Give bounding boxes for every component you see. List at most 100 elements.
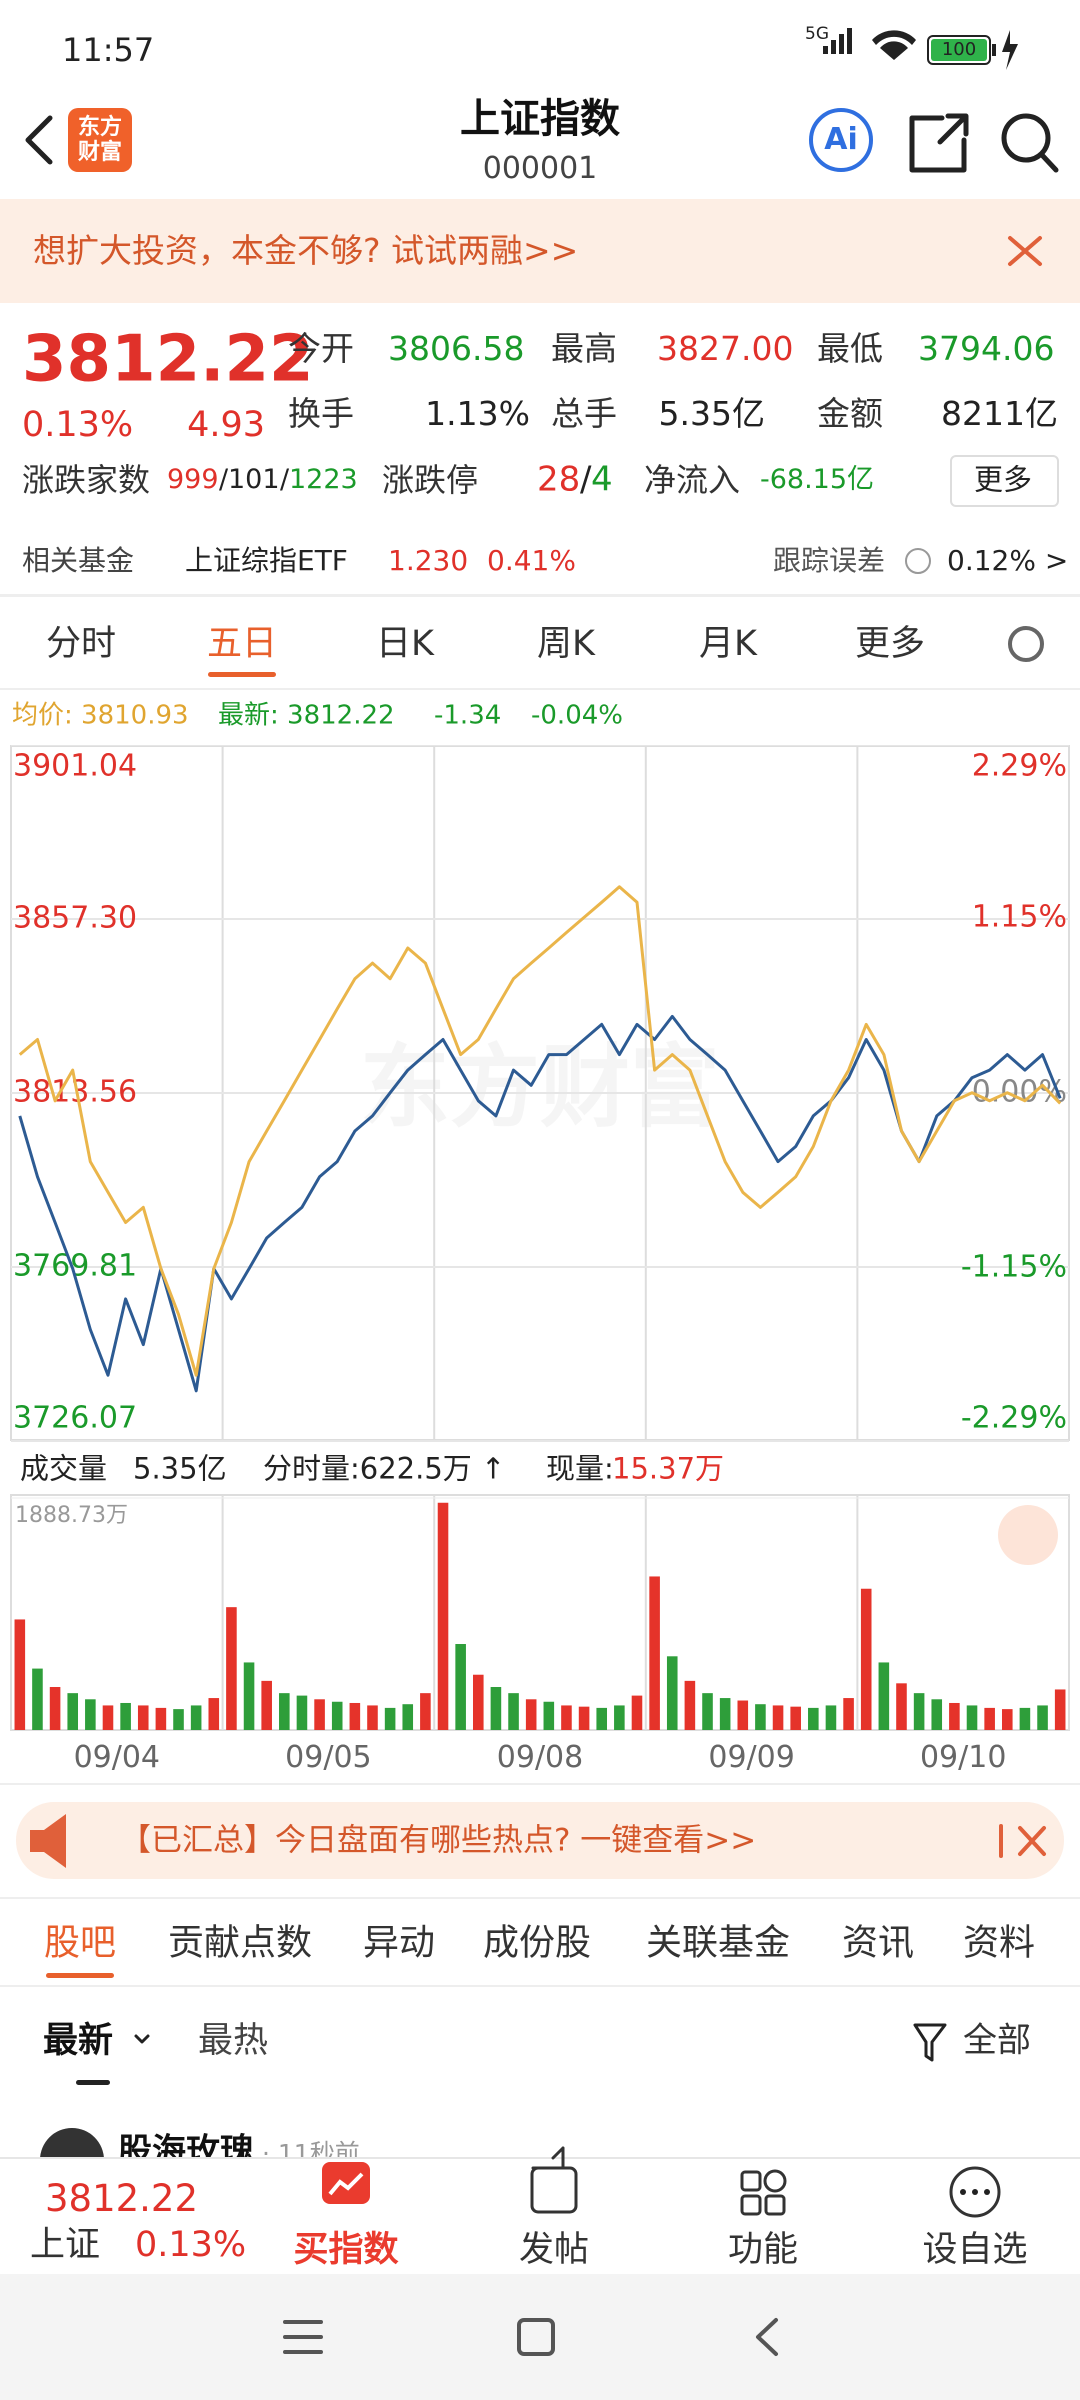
volume-bar [772,1705,784,1730]
volume-bar [208,1698,220,1730]
expand-bg [998,1505,1058,1565]
notice-text[interactable]: 【已汇总】今日盘面有哪些热点? 一键查看>> [120,1822,757,1859]
y-tick-label: 3726.07 [13,1401,137,1436]
inflow-label: 净流入 [644,460,741,499]
field-value: 3794.06 [918,329,1055,369]
volume-bar [173,1709,184,1730]
x-tick-label: 09/05 [285,1740,372,1775]
search-icon[interactable] [1001,113,1051,163]
menu-nav[interactable] [283,2320,323,2354]
bottom-action[interactable]: 功能 [727,2230,799,2270]
chart-tab[interactable]: 月K [699,624,757,664]
more-button[interactable] [950,455,1059,507]
section-tab[interactable]: 股吧 [43,1922,117,1964]
notice-bg[interactable] [16,1802,1064,1879]
breadth-value: / [280,463,290,495]
volume-bar [666,1656,678,1730]
breadth-value: 4 [591,459,613,500]
help-icon[interactable] [905,548,931,574]
chart-tab[interactable]: 周K [537,624,595,664]
section-tab[interactable]: 贡献点数 [167,1922,313,1964]
wifi-icon [872,30,916,60]
ai-button[interactable]: Ai [824,122,858,157]
sort-tab[interactable]: 最热 [198,2021,269,2061]
section-divider [0,1985,1080,1987]
bottom-action[interactable]: 设自选 [922,2230,1028,2270]
chart-tab[interactable]: 日K [376,624,434,664]
section-tab[interactable]: 异动 [362,1922,436,1964]
back-icon[interactable] [25,115,53,165]
close-icon[interactable] [999,1824,1046,1858]
logo-text: 东方 [77,114,123,140]
volume-bar [1019,1707,1031,1730]
volume-bar [14,1619,26,1730]
icon-group [328,2172,364,2196]
volume-bar [279,1693,290,1730]
post-icon[interactable] [530,2166,578,2214]
volume-bar [243,1662,255,1730]
y2-tick-label: -2.29% [961,1401,1067,1436]
latest-pct: -0.04% [531,700,623,731]
back-nav[interactable] [756,2318,778,2356]
app-logo[interactable] [68,108,132,172]
y-tick-label: 1888.73万 [15,1503,128,1528]
minute-volume: 分时量:622.5万 ↑ [263,1451,506,1486]
section-divider [0,1897,1080,1899]
function-icon[interactable] [740,2170,762,2192]
section-tab[interactable]: 关联基金 [645,1922,791,1964]
volume-bar [825,1705,837,1730]
section-tab[interactable]: 资料 [962,1922,1036,1964]
y2-tick-label: -1.15% [961,1249,1067,1284]
chart-tab[interactable]: 更多 [854,624,926,664]
change: 4.93 [187,405,265,445]
more-button[interactable]: 更多 [973,462,1033,497]
ai-icon[interactable] [809,108,873,172]
section-tab[interactable]: 成份股 [482,1922,592,1964]
battery-level [931,39,987,61]
fund-label: 相关基金 [22,544,135,578]
watermark: 东方财富 [360,1035,720,1140]
banner-bg[interactable] [0,199,1080,303]
buy-index-icon[interactable] [322,2162,370,2204]
fund-name[interactable]: 上证综指ETF [185,544,348,578]
volume-selector[interactable]: 成交量 [20,1451,108,1486]
function-icon [740,2194,762,2216]
banner-text[interactable]: 想扩大投资，本金不够? 试试两融>> [33,231,579,271]
dropdown-icon[interactable] [134,2034,150,2044]
icon-group [984,2189,990,2195]
field-value: 3806.58 [388,329,525,369]
sort-tab[interactable]: 最新 [43,2021,114,2061]
chart-tab[interactable]: 分时 [45,624,117,664]
watchlist-icon [972,2189,978,2195]
battery-icon [927,35,991,65]
share-icon[interactable] [909,113,969,173]
watchlist-icon[interactable] [949,2166,1001,2218]
chart-tab[interactable]: 五日 [206,624,278,664]
bottom-bar [0,2157,1080,2274]
volume-bar [949,1702,960,1730]
function-icon [763,2169,787,2193]
home-nav[interactable] [517,2318,555,2356]
post-icon[interactable] [531,2146,565,2170]
settings-icon[interactable] [1008,626,1044,662]
filter[interactable]: 全部 [963,2020,1031,2061]
breadth-value: 101 [228,463,280,495]
filter-icon[interactable] [913,2023,947,2062]
watchlist-icon [960,2189,966,2195]
bottom-name: 上证 [30,2225,101,2265]
bottom-action[interactable]: 发帖 [518,2230,590,2270]
breadth-value: 999 [167,463,219,495]
volume-bar [190,1705,202,1730]
field-label: 金额 [817,394,883,434]
x-tick-label: 09/04 [73,1740,161,1775]
bottom-action[interactable]: 买指数 [293,2230,399,2270]
tracking-value[interactable]: 0.12% > [947,544,1069,578]
tabs-divider [0,688,1080,690]
volume-bar [543,1701,555,1730]
volume-bar [1037,1705,1048,1730]
volume-bar [349,1702,361,1730]
limit-label: 涨跌停 [382,460,479,499]
close-icon[interactable] [1008,236,1042,266]
section-tab[interactable]: 资讯 [841,1922,915,1964]
